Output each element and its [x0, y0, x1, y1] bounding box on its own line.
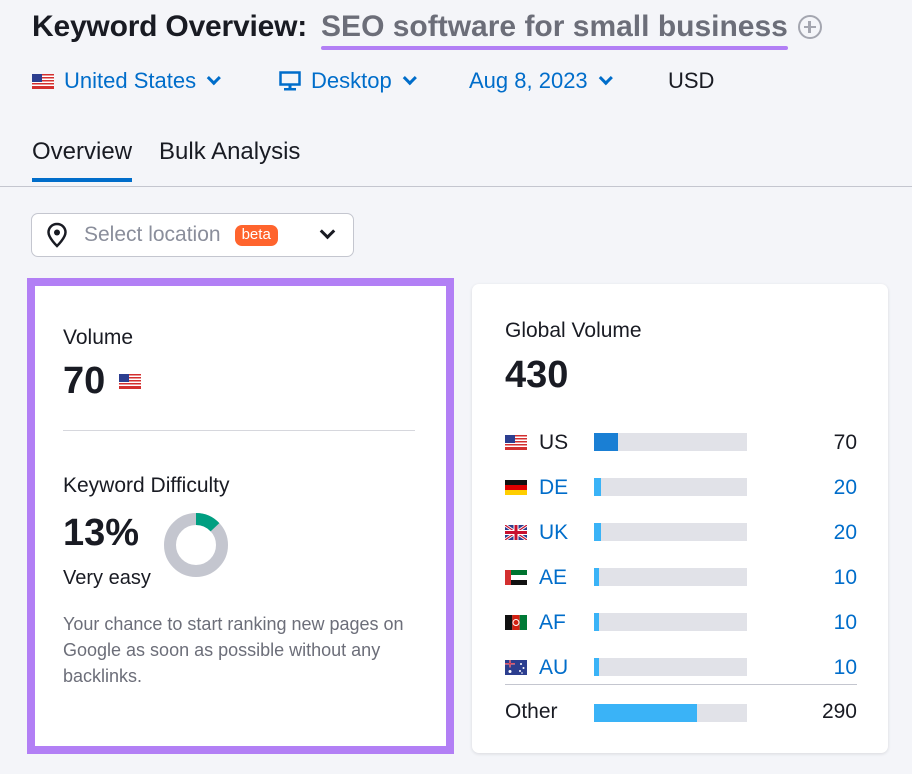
keyword-difficulty-text: Very easy [63, 567, 151, 589]
us-flag-icon [505, 435, 527, 450]
volume-value: 70 [63, 360, 142, 403]
other-value: 290 [821, 700, 857, 723]
divider [505, 684, 857, 685]
country-row-ae: AE 10 [505, 555, 857, 600]
country-row-af: AF 10 [505, 600, 857, 645]
tab-bar: Overview Bulk Analysis [32, 138, 327, 182]
country-dropdown[interactable]: United States [32, 68, 221, 94]
country-code: US [539, 430, 569, 454]
country-label: United States [64, 68, 197, 93]
chevron-down-icon [206, 71, 221, 86]
volume-bar [594, 523, 747, 541]
other-label: Other [505, 700, 558, 723]
volume-bar [594, 658, 747, 676]
difficulty-donut-chart [164, 513, 228, 577]
other-row: Other 290 [505, 697, 857, 727]
tab-bulk-analysis[interactable]: Bulk Analysis [159, 138, 301, 165]
chevron-down-icon [402, 71, 417, 86]
global-volume-value: 430 [505, 354, 569, 396]
date-dropdown[interactable]: Aug 8, 2023 [469, 68, 613, 94]
country-volume[interactable]: 10 [833, 565, 857, 589]
uk-flag-icon [505, 525, 527, 540]
volume-number: 70 [63, 360, 106, 402]
volume-bar [594, 478, 747, 496]
beta-badge: beta [234, 224, 278, 246]
volume-card: Volume 70 Keyword Difficulty 13% Very ea… [27, 278, 454, 754]
volume-bar-fill [594, 523, 601, 541]
volume-bar-fill [594, 478, 601, 496]
volume-bar-fill [594, 658, 599, 676]
country-code[interactable]: AU [539, 655, 569, 679]
location-select[interactable]: Select location beta [31, 213, 354, 257]
keyword-difficulty-description: Your chance to start ranking new pages o… [63, 614, 404, 686]
country-code[interactable]: DE [539, 475, 569, 499]
volume-bar [594, 568, 747, 586]
us-flag-icon [32, 73, 54, 89]
volume-bar [594, 704, 747, 722]
de-flag-icon [505, 480, 527, 495]
country-code[interactable]: UK [539, 520, 569, 544]
plus-circle-icon[interactable] [797, 15, 822, 39]
country-volume[interactable]: 10 [833, 655, 857, 679]
country-code[interactable]: AE [539, 565, 568, 589]
volume-bar-fill [594, 568, 599, 586]
volume-bar [594, 613, 747, 631]
divider [63, 430, 415, 431]
au-flag-icon [505, 660, 527, 675]
volume-bar-fill [594, 704, 697, 722]
device-dropdown[interactable]: Desktop [279, 68, 417, 94]
country-volume-list: US 70 DE 20 UK 20 AE 10 AF 10 AU 10 [505, 420, 857, 690]
af-flag-icon [505, 615, 527, 630]
country-volume[interactable]: 20 [833, 475, 857, 499]
volume-label: Volume [63, 326, 134, 349]
device-label: Desktop [311, 68, 392, 93]
country-volume[interactable]: 20 [833, 520, 857, 544]
ae-flag-icon [505, 570, 527, 585]
volume-bar [594, 433, 747, 451]
keyword-title: SEO software for small business [321, 10, 788, 50]
country-row-uk: UK 20 [505, 510, 857, 555]
chevron-down-icon [319, 223, 336, 240]
location-pin-icon [47, 222, 67, 248]
keyword-difficulty-value: 13% [63, 512, 140, 554]
country-row-au: AU 10 [505, 645, 857, 690]
currency-label: USD [668, 68, 715, 93]
keyword-difficulty-label: Keyword Difficulty [63, 474, 230, 497]
volume-bar-fill [594, 613, 599, 631]
country-row-de: DE 20 [505, 465, 857, 510]
country-row-us: US 70 [505, 420, 857, 465]
page-title: Keyword Overview: [32, 10, 308, 43]
country-volume: 70 [833, 430, 857, 454]
country-code[interactable]: AF [539, 610, 566, 634]
donut-fill [164, 513, 228, 577]
country-volume[interactable]: 10 [833, 610, 857, 634]
chevron-down-icon [598, 71, 613, 86]
volume-bar-fill [594, 433, 619, 451]
divider [0, 186, 912, 187]
global-volume-card: Global Volume 430 US 70 DE 20 UK 20 AE 10 AF 10 AU… [472, 284, 888, 753]
date-label: Aug 8, 2023 [469, 68, 588, 93]
us-flag-icon [119, 374, 142, 389]
desktop-icon [279, 71, 301, 91]
location-placeholder: Select location [84, 223, 221, 246]
global-volume-label: Global Volume [505, 319, 642, 342]
page-header: Keyword Overview: SEO software for small… [32, 10, 822, 50]
tab-overview[interactable]: Overview [32, 138, 133, 182]
